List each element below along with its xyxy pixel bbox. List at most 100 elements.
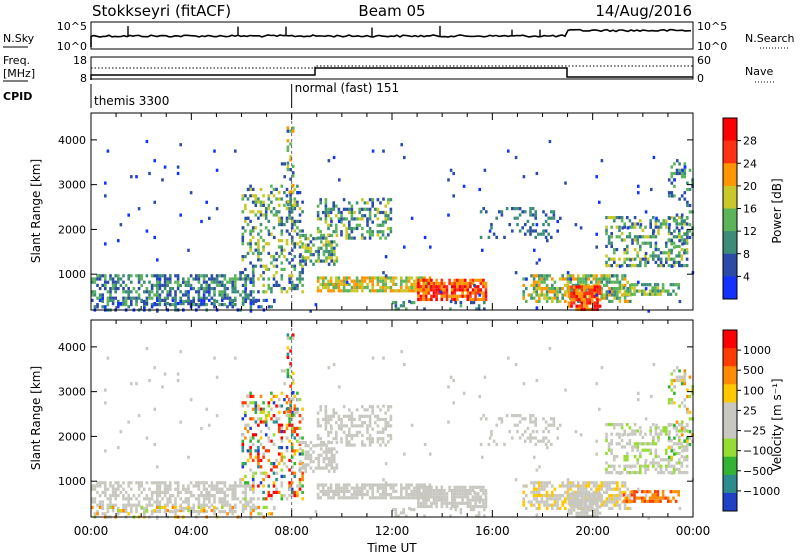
velocity-cell — [340, 417, 343, 422]
velocity-cell — [680, 401, 684, 405]
power-cell — [337, 286, 341, 290]
power-cell — [361, 233, 364, 237]
velocity-cell — [453, 504, 457, 509]
power-cell — [597, 277, 601, 281]
velocity-cell — [299, 447, 302, 451]
velocity-cell — [361, 496, 364, 500]
power-cell — [535, 223, 539, 227]
velocity-cell — [114, 497, 117, 501]
velocity-cell — [672, 464, 676, 468]
velocity-cell — [101, 490, 104, 494]
velocity-cell — [552, 417, 556, 421]
velocity-cell — [259, 430, 263, 434]
power-cell — [417, 288, 420, 292]
velocity-cell — [122, 487, 125, 491]
power-cell — [249, 277, 253, 281]
power-cell — [330, 256, 333, 260]
velocity-cell — [189, 490, 193, 494]
velocity-cell — [205, 497, 208, 501]
power-cell — [122, 280, 125, 284]
velocity-cell — [150, 494, 154, 498]
power-cell — [471, 281, 475, 286]
velocity-cell — [553, 497, 557, 501]
power-cell — [482, 281, 485, 286]
velocity-cell — [675, 467, 678, 471]
power-cell — [299, 259, 302, 263]
velocity-cell — [516, 430, 519, 434]
x-tick-label: 04:00 — [174, 524, 209, 538]
power-cell — [652, 232, 655, 236]
power-cell — [407, 286, 411, 290]
power-cell — [673, 245, 676, 249]
power-cell — [419, 288, 423, 292]
power-cell — [366, 286, 369, 290]
power-cell — [366, 230, 369, 234]
power-cell — [221, 303, 224, 307]
velocity-cell — [264, 474, 268, 478]
power-cell — [402, 279, 406, 283]
power-cell — [205, 290, 208, 294]
power-cell — [272, 207, 276, 211]
velocity-cell — [392, 508, 395, 512]
velocity-cell — [202, 494, 206, 498]
power-cell — [137, 207, 141, 211]
velocity-cell — [298, 420, 302, 424]
velocity-cell — [127, 494, 130, 498]
velocity-cell — [608, 494, 611, 498]
velocity-cell — [252, 490, 255, 494]
power-cell — [130, 280, 133, 284]
power-cell — [503, 235, 506, 239]
velocity-cell — [247, 423, 250, 427]
velocity-cell — [593, 495, 597, 499]
power-cell — [419, 285, 423, 289]
velocity-cell — [669, 499, 673, 503]
power-cell — [449, 307, 452, 311]
velocity-cell — [290, 487, 294, 491]
velocity-cell — [571, 484, 575, 488]
power-cell — [564, 293, 567, 297]
power-cell — [605, 264, 608, 268]
power-cell — [179, 290, 182, 294]
velocity-cell — [566, 487, 570, 491]
velocity-cell — [325, 463, 328, 467]
velocity-cell — [275, 420, 278, 424]
power-cell — [384, 210, 387, 215]
power-cell — [371, 289, 374, 293]
power-cell — [361, 279, 364, 283]
power-cell — [231, 287, 234, 291]
velocity-cell — [543, 484, 546, 488]
power-cell — [561, 293, 564, 297]
power-cell — [187, 283, 190, 287]
power-cell — [213, 287, 216, 291]
power-cell — [293, 223, 297, 227]
velocity-cell — [264, 471, 268, 475]
velocity-cell — [449, 375, 453, 379]
velocity-cell — [654, 442, 658, 446]
power-cell — [405, 276, 408, 280]
power-cell — [394, 289, 398, 293]
velocity-cell — [542, 417, 545, 421]
velocity-cell — [361, 443, 364, 447]
velocity-cell — [466, 501, 470, 505]
power-cell — [532, 283, 536, 287]
power-cell — [379, 201, 382, 205]
power-cell — [376, 198, 380, 202]
velocity-cell — [537, 439, 540, 443]
velocity-cell — [672, 467, 676, 471]
velocity-cell — [607, 423, 611, 427]
power-cell — [288, 261, 291, 265]
velocity-cell — [289, 397, 292, 401]
velocity-cell — [545, 490, 549, 494]
velocity-cell — [545, 503, 549, 507]
velocity-cell — [574, 484, 577, 488]
power-cell — [301, 259, 305, 263]
power-cell — [613, 216, 616, 220]
power-cell — [622, 286, 626, 290]
velocity-cell — [262, 401, 265, 405]
velocity-cell — [309, 466, 313, 470]
velocity-cell — [361, 414, 364, 418]
velocity-cell — [348, 440, 351, 444]
power-cell — [466, 294, 470, 298]
power-cell — [641, 241, 645, 245]
power-cell — [534, 235, 537, 239]
